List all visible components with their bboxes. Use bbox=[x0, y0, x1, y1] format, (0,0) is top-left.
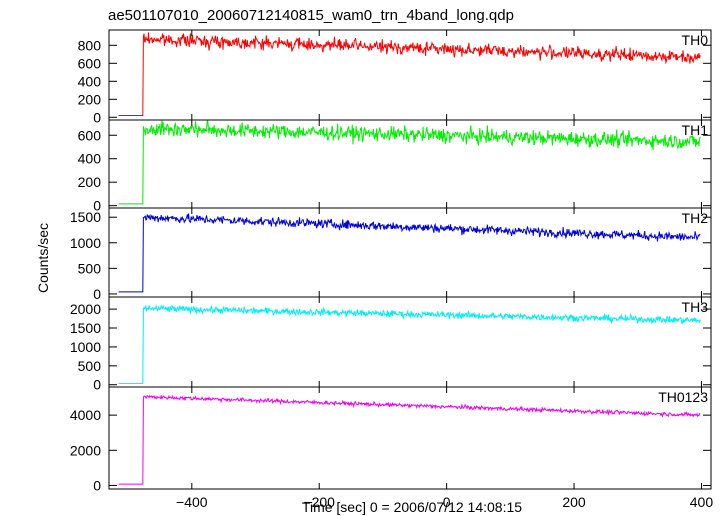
panel-th1: 0 200 400 600 TH1 bbox=[78, 119, 712, 214]
y-axis-label: Counts/sec bbox=[35, 223, 51, 293]
y-tick-label: 400 bbox=[78, 73, 102, 89]
y-tick-label: 1000 bbox=[70, 339, 101, 355]
series-label-th3: TH3 bbox=[682, 299, 709, 315]
x-tick-label: 400 bbox=[690, 494, 714, 510]
panel-th3: 0 500 1000 1500 2000 TH3 bbox=[70, 296, 712, 393]
series-line-th2 bbox=[118, 213, 701, 293]
series-line-th0123 bbox=[118, 394, 701, 485]
x-tick-label: −200 bbox=[303, 494, 335, 510]
panel-frame bbox=[108, 386, 712, 490]
series-line-th0 bbox=[118, 32, 701, 116]
y-tick-label: 0 bbox=[93, 198, 101, 214]
panel-th2: 0 500 1000 1500 TH2 bbox=[70, 207, 712, 302]
y-tick-label: 2000 bbox=[70, 442, 101, 458]
y-tick-label: 200 bbox=[78, 174, 102, 190]
y-tick-label: 600 bbox=[78, 127, 102, 143]
y-tick-label: 0 bbox=[93, 286, 101, 302]
series-line-th3 bbox=[118, 304, 701, 384]
x-axis-ticks: −400 −200 0 200 400 bbox=[176, 494, 713, 510]
x-tick-label: 200 bbox=[562, 494, 586, 510]
series-label-th1: TH1 bbox=[682, 122, 709, 138]
panel-th0: 0 200 400 600 800 TH0 bbox=[78, 29, 712, 125]
series-label-th2: TH2 bbox=[682, 210, 709, 226]
series-line-th1 bbox=[118, 119, 701, 205]
y-tick-label: 800 bbox=[78, 37, 102, 53]
x-axis-label: Time [sec] 0 = 2006/07/12 14:08:15 bbox=[302, 499, 522, 515]
panels: 0 200 400 600 800 TH0 0 200 400 600 TH1 0 500 1000 150… bbox=[70, 29, 712, 493]
y-tick-label: 2000 bbox=[70, 301, 101, 317]
panel-frame bbox=[108, 207, 712, 298]
series-label-th0: TH0 bbox=[682, 32, 709, 48]
y-tick-label: 0 bbox=[93, 109, 101, 125]
x-tick-label: 0 bbox=[443, 494, 451, 510]
y-tick-label: 1500 bbox=[70, 320, 101, 336]
y-tick-label: 0 bbox=[93, 377, 101, 393]
x-tick-label: −400 bbox=[176, 494, 208, 510]
y-tick-label: 1500 bbox=[70, 209, 101, 225]
y-tick-label: 400 bbox=[78, 151, 102, 167]
y-tick-label: 1000 bbox=[70, 235, 101, 251]
y-tick-label: 500 bbox=[78, 358, 102, 374]
series-label-th0123: TH0123 bbox=[658, 389, 708, 405]
panel-th0123: 0 2000 4000 TH0123 bbox=[70, 386, 712, 493]
panel-frame bbox=[108, 29, 712, 121]
y-tick-label: 600 bbox=[78, 55, 102, 71]
y-tick-label: 0 bbox=[93, 477, 101, 493]
y-tick-label: 4000 bbox=[70, 407, 101, 423]
y-tick-label: 500 bbox=[78, 260, 102, 276]
y-tick-label: 200 bbox=[78, 91, 102, 107]
chart-title: ae501107010_20060712140815_wam0_trn_4ban… bbox=[108, 7, 514, 24]
